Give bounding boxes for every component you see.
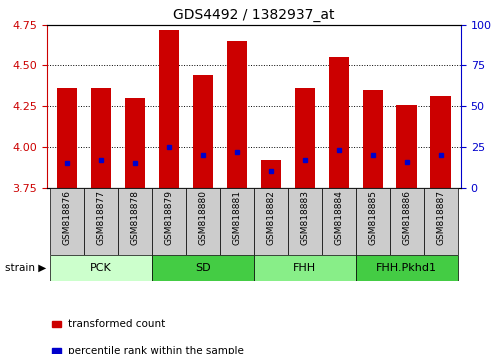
- Bar: [91, 88, 111, 188]
- Text: GSM818880: GSM818880: [199, 190, 208, 245]
- Bar: [193, 75, 213, 188]
- Text: GSM818876: GSM818876: [63, 190, 71, 245]
- Text: GSM818882: GSM818882: [266, 190, 276, 245]
- Bar: [118, 188, 152, 255]
- Text: FHH: FHH: [293, 263, 317, 273]
- Text: strain ▶: strain ▶: [5, 263, 46, 273]
- Bar: [50, 255, 152, 281]
- Text: GSM818881: GSM818881: [232, 190, 242, 245]
- Text: transformed count: transformed count: [68, 319, 165, 329]
- Bar: [57, 88, 77, 188]
- Bar: [396, 104, 417, 188]
- Bar: [288, 188, 322, 255]
- Bar: [152, 188, 186, 255]
- Text: PCK: PCK: [90, 263, 112, 273]
- Bar: [389, 188, 423, 255]
- Text: GSM818879: GSM818879: [165, 190, 174, 245]
- Bar: [159, 30, 179, 188]
- Text: GSM818884: GSM818884: [334, 190, 343, 245]
- Bar: [254, 255, 356, 281]
- Text: GSM818887: GSM818887: [436, 190, 445, 245]
- Title: GDS4492 / 1382937_at: GDS4492 / 1382937_at: [173, 8, 335, 22]
- Text: percentile rank within the sample: percentile rank within the sample: [68, 346, 244, 354]
- Bar: [261, 160, 281, 188]
- Bar: [295, 88, 315, 188]
- Bar: [152, 255, 254, 281]
- Text: GSM818877: GSM818877: [97, 190, 106, 245]
- Text: GSM818883: GSM818883: [300, 190, 309, 245]
- Bar: [356, 255, 458, 281]
- Text: FHH.Pkhd1: FHH.Pkhd1: [376, 263, 437, 273]
- Bar: [220, 188, 254, 255]
- Text: GSM818886: GSM818886: [402, 190, 411, 245]
- Bar: [125, 98, 145, 188]
- Text: GSM818878: GSM818878: [131, 190, 140, 245]
- Bar: [430, 96, 451, 188]
- Text: SD: SD: [195, 263, 211, 273]
- Bar: [84, 188, 118, 255]
- Bar: [227, 41, 247, 188]
- Bar: [322, 188, 356, 255]
- Bar: [423, 188, 458, 255]
- Text: GSM818885: GSM818885: [368, 190, 377, 245]
- Bar: [50, 188, 84, 255]
- Bar: [356, 188, 389, 255]
- Bar: [186, 188, 220, 255]
- Bar: [254, 188, 288, 255]
- Bar: [362, 90, 383, 188]
- Bar: [328, 57, 349, 188]
